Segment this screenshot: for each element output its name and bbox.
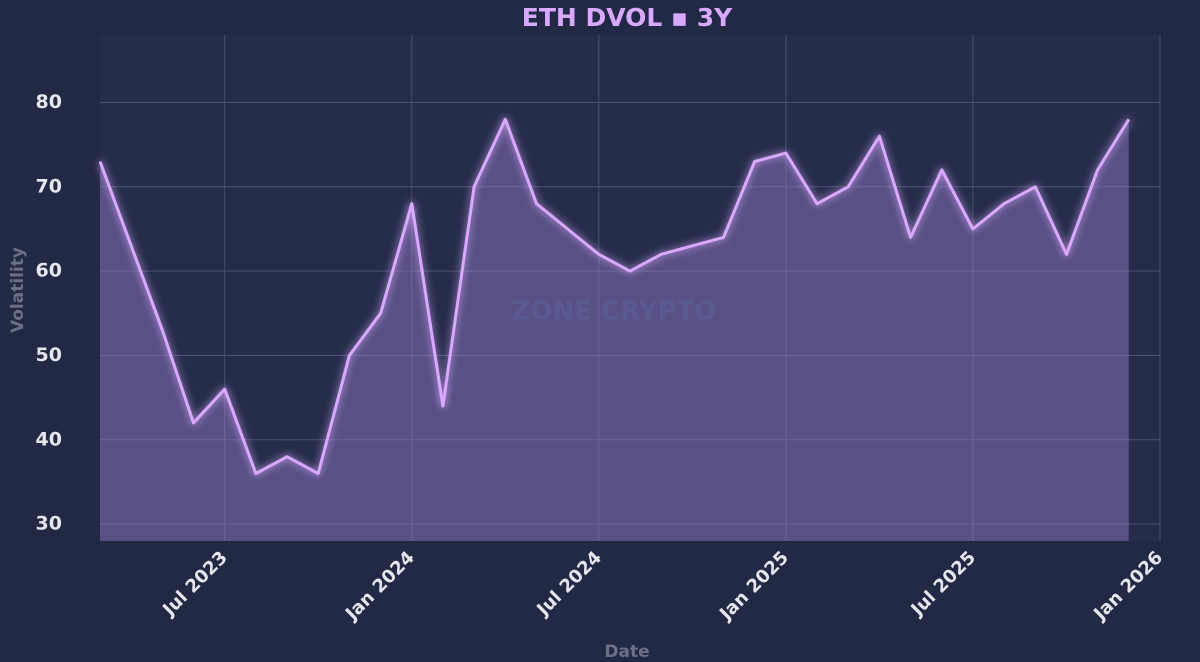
y-tick-label: 60 [36, 260, 62, 282]
y-tick-label: 50 [36, 344, 62, 366]
watermark: ZONE CRYPTO [512, 297, 717, 327]
chart-title: ETH DVOL ▪ 3Y [522, 3, 733, 32]
area [100, 119, 1129, 542]
y-tick-label: 70 [36, 175, 62, 197]
y-tick-label: 40 [36, 428, 62, 450]
line [98, 117, 1131, 475]
x-axis-label: Date [604, 642, 649, 662]
y-tick-label: 80 [36, 91, 62, 113]
plot-area [100, 35, 1160, 541]
y-tick-label: 30 [36, 513, 62, 535]
y-axis-label: Volatility [8, 247, 28, 333]
